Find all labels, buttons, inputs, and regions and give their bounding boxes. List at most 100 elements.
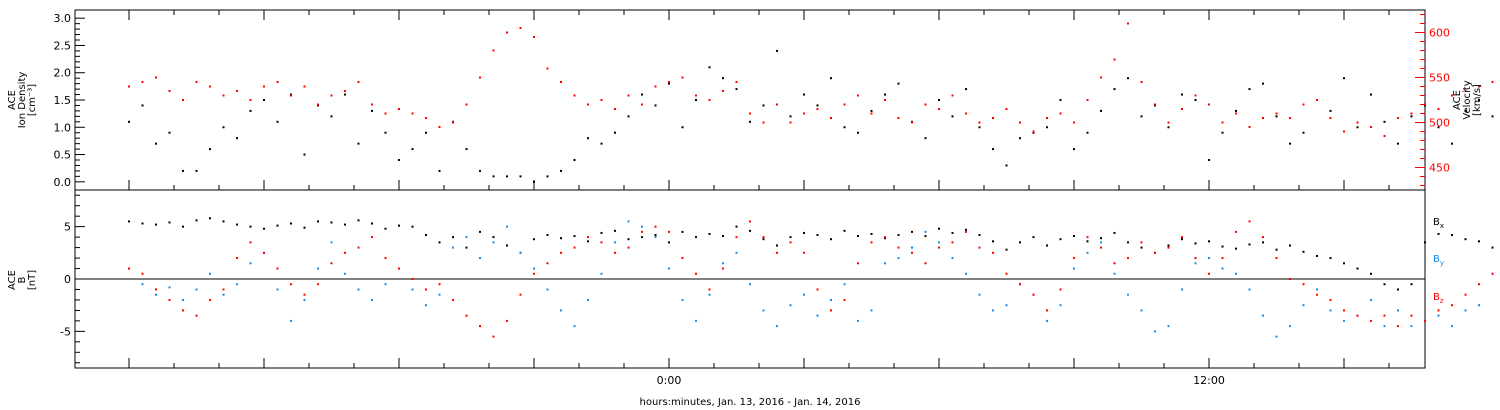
data-point [1100, 237, 1102, 240]
data-point [1478, 240, 1480, 243]
series-Bz [128, 220, 1494, 338]
data-point [1154, 330, 1156, 333]
data-point [749, 283, 751, 286]
data-point [1005, 248, 1008, 251]
data-point [1073, 267, 1075, 270]
data-point [614, 241, 616, 244]
data-point [1356, 267, 1359, 270]
data-point [209, 272, 211, 275]
data-point [992, 148, 994, 151]
data-point [1235, 272, 1237, 275]
data-point [708, 293, 711, 296]
data-point [155, 288, 157, 291]
data-point [384, 227, 387, 230]
data-point [978, 126, 981, 129]
data-point [425, 131, 427, 134]
data-point [978, 293, 981, 296]
data-point [1167, 246, 1170, 249]
data-point [641, 225, 643, 228]
data-point [168, 131, 171, 134]
data-point [830, 238, 832, 241]
data-point [857, 235, 859, 238]
data-point [1059, 238, 1062, 241]
data-point [1302, 103, 1305, 106]
data-point [681, 298, 684, 301]
data-point [816, 108, 819, 110]
data-point [303, 85, 306, 88]
data-point [1181, 288, 1183, 291]
data-point [1019, 137, 1021, 140]
data-point [384, 283, 387, 286]
x-axis-label: hours:minutes, Jan. 13, 2016 - Jan. 14, … [640, 397, 861, 408]
data-point [884, 236, 886, 239]
field-tick-label: 0 [64, 273, 71, 286]
density-axis-label-line: Ion Density [17, 72, 28, 129]
data-point [479, 230, 481, 233]
data-point [182, 99, 184, 101]
data-point [843, 229, 846, 232]
data-point [708, 232, 711, 235]
data-point [587, 137, 589, 140]
data-point [1370, 319, 1372, 322]
data-point [1262, 236, 1264, 239]
data-point [330, 241, 333, 244]
data-point [533, 238, 535, 241]
data-point [722, 90, 724, 92]
data-point [398, 108, 400, 110]
data-point [938, 246, 940, 249]
data-point [1059, 288, 1062, 291]
field-axis-label-line: [nT] [27, 270, 38, 290]
data-point [816, 234, 819, 237]
data-point [830, 309, 832, 312]
data-point [587, 103, 589, 106]
data-point [1302, 304, 1305, 307]
data-point [452, 298, 454, 301]
data-point [546, 234, 549, 237]
data-point [1181, 238, 1183, 241]
data-point [209, 148, 211, 151]
data-point [1343, 309, 1345, 312]
data-point [857, 319, 859, 322]
data-point [290, 283, 292, 286]
data-point [627, 220, 630, 223]
data-point [1046, 309, 1048, 312]
data-point [1451, 304, 1453, 307]
data-point [708, 99, 711, 101]
data-point [182, 225, 184, 228]
data-point [1208, 272, 1210, 275]
data-point [641, 103, 643, 106]
data-point [506, 31, 508, 34]
data-point [600, 231, 603, 234]
data-point [1491, 272, 1494, 275]
density-tick-label: 1.5 [54, 94, 72, 107]
data-point [951, 115, 954, 118]
data-point [762, 238, 765, 241]
data-point [384, 131, 387, 134]
data-point [668, 82, 670, 85]
data-point [1491, 81, 1494, 83]
data-point [452, 121, 454, 124]
data-point [600, 272, 603, 275]
density-tick-label: 2.5 [54, 39, 72, 52]
data-point [681, 257, 684, 260]
data-point [263, 227, 265, 230]
data-point [749, 220, 751, 223]
data-point [1086, 240, 1089, 243]
data-point [1464, 90, 1467, 92]
data-point [830, 117, 832, 119]
data-point [425, 117, 427, 119]
data-point [1208, 240, 1210, 243]
data-point [1329, 257, 1332, 260]
data-point [681, 76, 684, 79]
velocity-tick-label: 450 [1429, 162, 1450, 175]
data-point [330, 115, 333, 118]
data-point [1383, 314, 1386, 317]
data-point [1235, 112, 1237, 115]
data-point [924, 137, 927, 140]
data-point [1410, 314, 1413, 317]
data-point [1140, 81, 1143, 83]
data-point [1100, 76, 1102, 79]
data-point [465, 246, 468, 249]
data-point [141, 272, 144, 275]
data-point [1019, 121, 1021, 124]
